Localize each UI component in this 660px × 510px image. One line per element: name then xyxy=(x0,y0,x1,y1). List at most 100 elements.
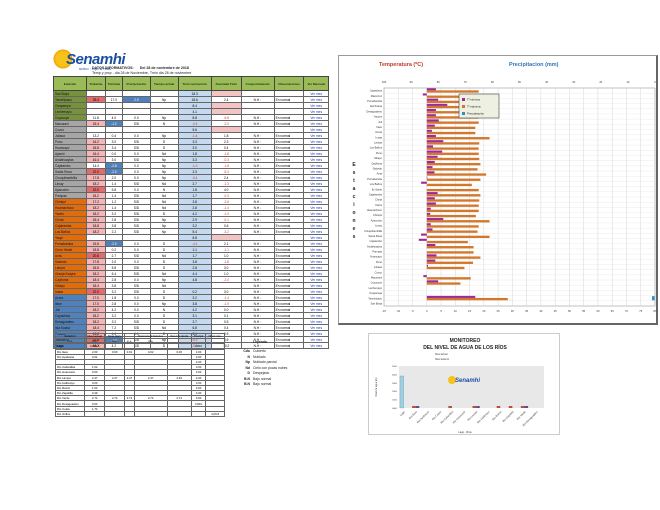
monthly-link[interactable]: Ver mes xyxy=(310,289,323,294)
legend-key: D xyxy=(247,371,250,375)
behavior-label: N.H xyxy=(253,295,260,300)
monthly-link[interactable]: Ver mes xyxy=(310,313,323,318)
monthly-link[interactable]: Ver mes xyxy=(310,157,323,162)
river-y-tick: 1000 xyxy=(392,400,398,402)
tmax-bar xyxy=(426,230,478,233)
arrow-up-icon: ↑ xyxy=(259,337,262,342)
tmin-bar xyxy=(426,88,436,91)
monthly-link[interactable]: Ver mes xyxy=(310,295,323,300)
monthly-link[interactable]: Ver mes xyxy=(310,307,323,312)
monthly-link[interactable]: Ver mes xyxy=(310,343,323,348)
monthly-link[interactable]: Ver mes xyxy=(310,337,323,342)
x-tick-label: 70 xyxy=(625,309,628,313)
monthly-link[interactable]: Ver mes xyxy=(310,271,323,276)
tmin-bar xyxy=(422,93,427,96)
top-tick-label: 90 xyxy=(410,80,413,84)
table-row: Cerro Verde 18.8 0.2 0.0 D 1.1 -1.1 N.H ↓ En nor… xyxy=(52,246,329,253)
river-row: Río Desaguadero 0.04 3,810 xyxy=(54,400,225,407)
tmax-bar xyxy=(426,152,479,155)
river-bar xyxy=(399,375,404,409)
monthly-link[interactable]: Ver mes xyxy=(310,283,323,288)
y-axis-label-char: s xyxy=(353,170,356,176)
monthly-link[interactable]: Ver mes xyxy=(310,319,323,324)
category-label: Yauris xyxy=(375,203,383,207)
legend-box: Leyenda Cdo Cubierto N Nublado Np Nublado par… xyxy=(238,340,287,388)
tmin-bar xyxy=(426,295,476,298)
category-label: Chota xyxy=(375,198,382,202)
monthly-link[interactable]: Ver mes xyxy=(310,169,323,174)
monthly-link[interactable]: Ver mes xyxy=(310,127,323,132)
category-label: San Borja xyxy=(371,301,383,305)
monthly-link[interactable]: Ver mes xyxy=(310,325,323,330)
tmax-bar xyxy=(426,173,487,176)
monthly-link[interactable]: Ver mes xyxy=(310,103,323,108)
monthly-link[interactable]: Ver mes xyxy=(310,181,323,186)
arrow-down-icon: ↓ xyxy=(259,295,262,300)
monthly-link[interactable]: Ver mes xyxy=(310,121,323,126)
temperature-chart: Temperatura (ºC) Precipitacion (mm) -15 -10… xyxy=(352,62,657,313)
monthly-link[interactable]: Ver mes xyxy=(310,223,323,228)
legend-text: Nublado xyxy=(253,354,266,359)
tmin-bar xyxy=(426,207,431,210)
river-name-cell: Río Grillos xyxy=(54,410,86,418)
x-tick-label: 0 xyxy=(426,309,428,313)
category-label: Mazocruz xyxy=(371,94,383,98)
monthly-link[interactable]: Ver mes xyxy=(310,241,323,246)
river-chart-title-2: DEL NIVEL DE AGUA DE LOS RÍOS xyxy=(423,343,507,351)
category-label: Macusani xyxy=(371,275,383,279)
monthly-link[interactable]: Ver mes xyxy=(310,145,323,150)
arrow-down-icon: ↓ xyxy=(259,151,262,156)
table-row: Acora 17.0 1.8 0.0 D 3.2 -1.4 N.H ↓ En normal Ver… xyxy=(52,294,329,301)
tmin-bar xyxy=(426,212,431,215)
monthly-link[interactable]: Ver mes xyxy=(310,259,323,264)
monthly-link[interactable]: Ver mes xyxy=(310,235,323,240)
sun-icon xyxy=(52,48,74,70)
tmax-bar xyxy=(426,168,478,171)
y-axis-label-char: i xyxy=(353,202,355,208)
behavior-label: N.H xyxy=(253,97,260,102)
behavior-label: N.H xyxy=(253,325,260,330)
behavior-label: N.H xyxy=(253,307,260,312)
category-label: Yauyos xyxy=(374,115,383,119)
monthly-link[interactable]: Ver mes xyxy=(310,253,323,258)
monthly-link[interactable]: Ver mes xyxy=(310,229,323,234)
monthly-link[interactable]: Ver mes xyxy=(310,247,323,252)
tmin-bar xyxy=(426,140,444,143)
table-row: Cuzco 5.6 Ver mes xyxy=(52,126,329,133)
monthly-link[interactable]: Ver mes xyxy=(310,109,323,114)
tmin-bar xyxy=(426,202,436,205)
monthly-link[interactable]: Ver mes xyxy=(310,205,323,210)
monthly-link[interactable]: Ver mes xyxy=(310,211,323,216)
monthly-link[interactable]: Ver mes xyxy=(310,331,323,336)
river-row: Río Ilave 2.03 0.00 0.01 0.02 0.00 4.00 xyxy=(54,348,225,355)
monthly-link[interactable]: Ver mes xyxy=(310,199,323,204)
monthly-link[interactable]: Ver mes xyxy=(310,163,323,168)
arrow-up-icon: ↑ xyxy=(259,139,262,144)
tmin-bar xyxy=(426,98,439,101)
monthly-link[interactable]: Ver mes xyxy=(310,115,323,120)
x-tick-label: 40 xyxy=(539,309,542,313)
y-axis-label-char: c xyxy=(353,194,356,200)
monthly-link[interactable]: Ver mes xyxy=(310,139,323,144)
monthly-link[interactable]: Ver mes xyxy=(310,277,323,282)
monthly-link[interactable]: Ver mes xyxy=(310,175,323,180)
river-x-label: Lago - Ríos xyxy=(458,430,472,434)
river-v4-cell xyxy=(133,410,168,418)
top-tick-label: 100 xyxy=(382,80,387,84)
monthly-link[interactable]: Ver mes xyxy=(310,97,323,102)
table-row: Lircay 18.2 1.4 S/D Nd 2.7 -1.3 N.H ↑ En normal V… xyxy=(52,180,329,187)
monthly-link[interactable]: Ver mes xyxy=(310,187,323,192)
category-label: Huamachuco xyxy=(367,208,383,212)
monthly-link[interactable]: Ver mes xyxy=(310,193,323,198)
river-bar-prev xyxy=(415,406,420,408)
monthly-link[interactable]: Ver mes xyxy=(310,91,323,96)
arrow-up-icon: ↑ xyxy=(259,307,262,312)
monthly-link[interactable]: Ver mes xyxy=(310,217,323,222)
tmin-bar xyxy=(426,129,432,132)
monthly-link[interactable]: Ver mes xyxy=(310,265,323,270)
monthly-link[interactable]: Ver mes xyxy=(310,151,323,156)
tmax-bar xyxy=(426,126,476,130)
station-table: Estación Tmáxima Tmínima Precipi tación Tiem… xyxy=(52,76,329,349)
monthly-link[interactable]: Ver mes xyxy=(310,133,323,138)
monthly-link[interactable]: Ver mes xyxy=(310,301,323,306)
